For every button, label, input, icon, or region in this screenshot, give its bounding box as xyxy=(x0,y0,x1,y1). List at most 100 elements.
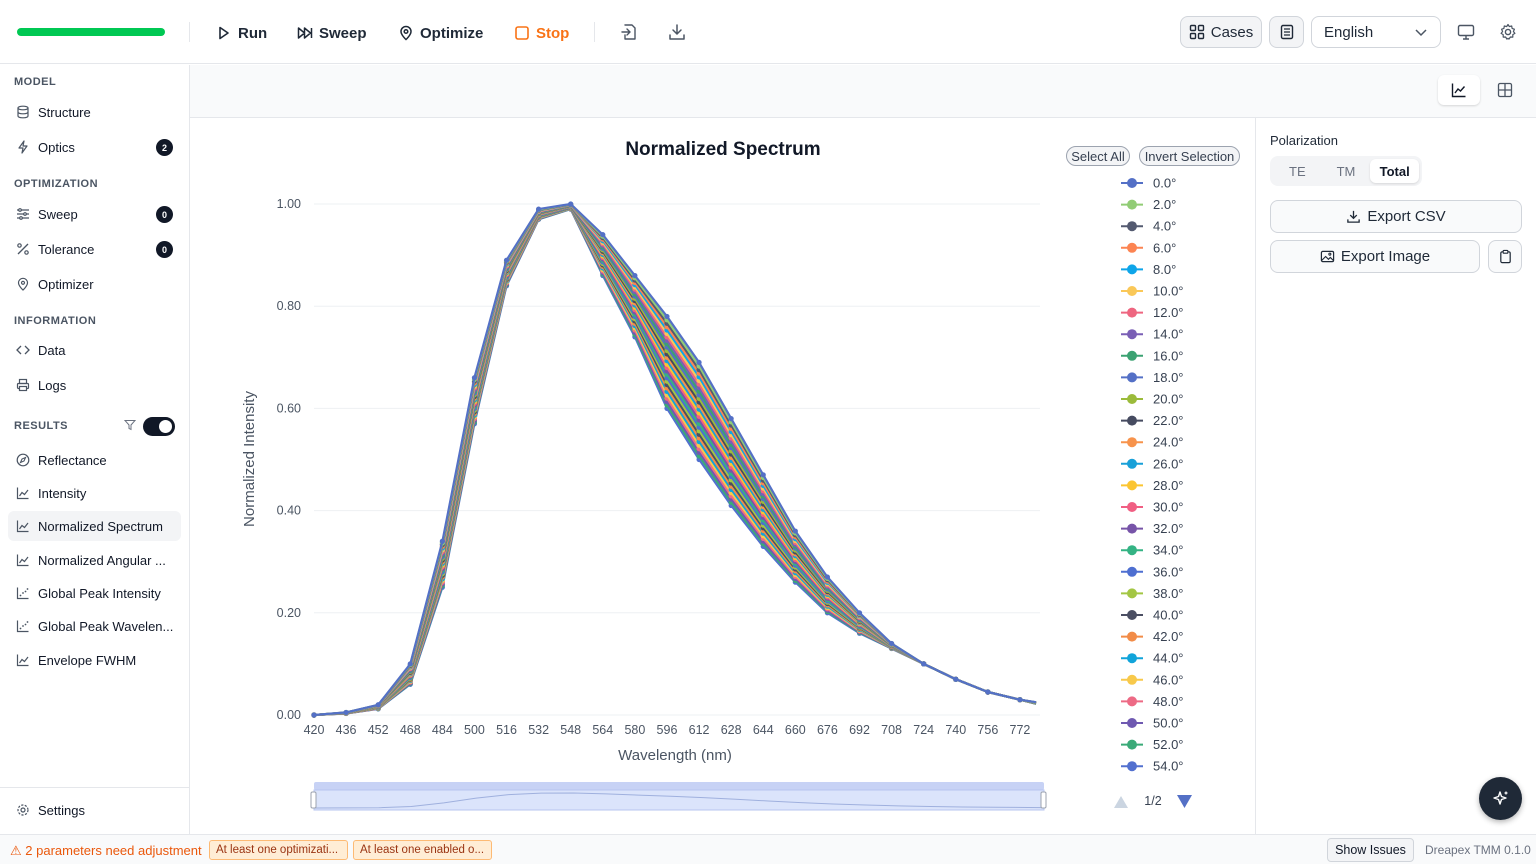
filter-icon[interactable] xyxy=(124,419,136,431)
sidebar-item-label: Reflectance xyxy=(38,452,107,468)
zoom-slider-track xyxy=(314,782,1044,790)
import-icon[interactable] xyxy=(619,22,639,42)
legend-item: 0.0° xyxy=(1153,176,1176,191)
y-tick-label: 0.00 xyxy=(277,708,301,722)
run-button[interactable]: Run xyxy=(216,22,267,44)
lightning-icon xyxy=(18,140,28,154)
legend-swatch xyxy=(1127,221,1137,232)
polarization-segmented-control: TE TM Total xyxy=(1270,156,1422,186)
series-line xyxy=(313,202,1037,717)
sidebar-item-tolerance[interactable]: Tolerance 0 xyxy=(8,234,181,264)
issue-chip[interactable]: At least one optimizati... xyxy=(209,840,348,860)
sidebar-item-sweep[interactable]: Sweep 0 xyxy=(8,199,181,229)
legend-swatch xyxy=(1127,199,1137,210)
grid-icon xyxy=(1189,24,1204,40)
assistant-button[interactable] xyxy=(1479,777,1522,820)
sidebar-item-structure[interactable]: Structure xyxy=(8,97,181,127)
line-chart-icon xyxy=(1451,83,1466,98)
issue-chip[interactable]: At least one enabled o... xyxy=(353,840,492,860)
data-point xyxy=(632,272,638,279)
export-image-button[interactable]: Export Image xyxy=(1270,240,1480,273)
legend-item: 40.0° xyxy=(1153,608,1184,623)
warning-message[interactable]: ⚠ 2 parameters need adjustment xyxy=(10,843,202,858)
download-icon[interactable] xyxy=(667,22,687,42)
table-icon xyxy=(1497,82,1513,98)
x-tick-label: 468 xyxy=(400,723,421,737)
sidebar-item-label: Data xyxy=(38,342,66,358)
data-point xyxy=(536,206,542,212)
optimize-label: Optimize xyxy=(420,24,484,42)
legend-swatch xyxy=(1127,264,1137,275)
sidebar-item-global-peak-intensity[interactable]: Global Peak Intensity xyxy=(8,578,181,608)
x-tick-label: 676 xyxy=(817,723,838,737)
legend-prev-icon xyxy=(1114,796,1128,808)
invert-selection-button[interactable]: Invert Selection xyxy=(1139,146,1240,166)
legend-swatch xyxy=(1127,415,1137,426)
count-badge: 0 xyxy=(156,206,173,223)
sidebar-item-global-peak-wavelength[interactable]: Global Peak Wavelen... xyxy=(8,611,181,641)
gear-icon[interactable] xyxy=(1498,22,1518,42)
legend-swatch xyxy=(1127,523,1137,534)
legend-item: 6.0° xyxy=(1153,240,1176,255)
export-image-label: Export Image xyxy=(1340,248,1431,265)
legend-item: 50.0° xyxy=(1153,716,1184,731)
language-select[interactable]: English xyxy=(1311,16,1441,48)
x-tick-label: 564 xyxy=(592,723,613,737)
sidebar-item-optics[interactable]: Optics 2 xyxy=(8,132,181,162)
legend-item: 22.0° xyxy=(1153,413,1184,428)
legend-item: 54.0° xyxy=(1153,759,1184,774)
legend-item: 46.0° xyxy=(1153,672,1184,687)
polarization-tm[interactable]: TM xyxy=(1336,163,1356,179)
cases-button[interactable]: Cases xyxy=(1180,16,1262,48)
results-toggle[interactable] xyxy=(143,417,175,436)
sidebar-item-intensity[interactable]: Intensity xyxy=(8,478,181,508)
sidebar-item-optimizer[interactable]: Optimizer xyxy=(8,269,181,299)
legend-item: 18.0° xyxy=(1153,370,1184,385)
sidebar-item-normalized-spectrum[interactable]: Normalized Spectrum xyxy=(8,511,181,541)
count-badge: 0 xyxy=(156,241,173,258)
x-tick-label: 548 xyxy=(560,723,581,737)
run-label: Run xyxy=(238,24,268,42)
x-tick-label: 500 xyxy=(464,723,485,737)
sidebar-item-normalized-angular[interactable]: Normalized Angular ... xyxy=(8,545,181,575)
printer-icon xyxy=(16,378,30,392)
chart-view-button[interactable] xyxy=(1438,75,1480,105)
export-csv-button[interactable]: Export CSV xyxy=(1270,200,1522,233)
show-issues-button[interactable]: Show Issues xyxy=(1327,838,1414,862)
legend-item: 10.0° xyxy=(1153,284,1184,299)
sweep-button[interactable]: Sweep xyxy=(297,22,367,44)
sidebar-item-data[interactable]: Data xyxy=(8,335,181,365)
sidebar-item-label: Normalized Angular ... xyxy=(38,552,166,568)
table-view-button[interactable] xyxy=(1484,75,1526,105)
sparkle-icon xyxy=(1492,790,1507,805)
polarization-te[interactable]: TE xyxy=(1289,163,1306,179)
stop-label: Stop xyxy=(536,24,570,42)
sidebar-item-label: Envelope FWHM xyxy=(38,652,137,668)
y-tick-label: 0.60 xyxy=(277,401,301,415)
cases-label: Cases xyxy=(1210,23,1254,41)
stop-button[interactable]: Stop xyxy=(514,22,569,44)
notes-button[interactable] xyxy=(1269,16,1304,48)
data-point xyxy=(503,257,510,263)
legend-item: 36.0° xyxy=(1153,564,1184,579)
sidebar-item-settings[interactable]: Settings xyxy=(8,795,181,825)
x-tick-label: 740 xyxy=(945,723,966,737)
polarization-total[interactable]: Total xyxy=(1370,159,1420,183)
zoom-handle-right xyxy=(1040,791,1047,809)
monitor-icon[interactable] xyxy=(1456,22,1476,42)
sidebar-item-logs[interactable]: Logs xyxy=(8,370,181,400)
document-icon xyxy=(1280,24,1293,40)
spectrum-chart[interactable]: Normalized Spectrum 0.00 0.20 0.40 0.60 0.80 1… xyxy=(190,118,1256,834)
legend-swatch xyxy=(1127,329,1137,340)
stop-square-icon xyxy=(515,26,529,40)
select-all-button[interactable]: Select All xyxy=(1066,146,1130,166)
sidebar-item-envelope-fwhm[interactable]: Envelope FWHM xyxy=(8,645,181,675)
section-header-optimization: OPTIMIZATION xyxy=(14,178,99,190)
copy-image-button[interactable] xyxy=(1488,240,1522,273)
data-point xyxy=(696,359,702,366)
y-tick-label: 0.80 xyxy=(277,299,301,313)
sidebar-item-reflectance[interactable]: Reflectance xyxy=(8,445,181,475)
optimize-button[interactable]: Optimize xyxy=(398,22,483,44)
fast-forward-icon xyxy=(297,27,313,39)
x-tick-label: 612 xyxy=(689,723,710,737)
